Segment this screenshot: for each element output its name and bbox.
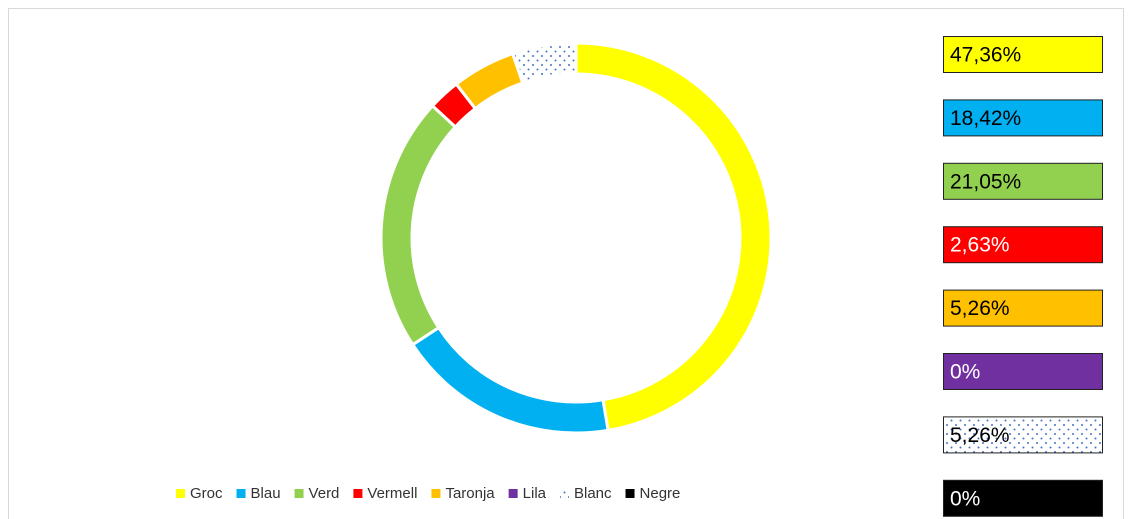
legend-swatch xyxy=(431,489,441,498)
legend-swatch xyxy=(625,489,635,498)
value-box xyxy=(943,226,1103,264)
legend-label: Groc xyxy=(190,485,223,502)
value-box xyxy=(943,479,1103,517)
legend-label: Lila xyxy=(523,485,547,502)
legend-swatch xyxy=(508,489,518,498)
legend-swatch xyxy=(560,489,569,498)
legend-label: Negre xyxy=(640,485,681,502)
legend-swatch xyxy=(294,489,304,498)
value-label: 47,36% xyxy=(950,44,1021,67)
legend-swatch xyxy=(176,489,185,498)
value-box xyxy=(943,162,1103,200)
value-label: 21,05% xyxy=(950,170,1021,193)
value-label: 5,26% xyxy=(950,297,1010,320)
legend-label: Vermell xyxy=(367,485,417,502)
value-box xyxy=(943,99,1103,137)
value-label: 5,26% xyxy=(950,424,1010,447)
value-label: 18,42% xyxy=(950,107,1021,130)
legend-swatch xyxy=(353,489,363,498)
value-label: 0% xyxy=(950,487,980,510)
value-box xyxy=(943,36,1103,73)
value-box xyxy=(943,289,1103,327)
value-box xyxy=(943,353,1103,390)
value-label: 2,63% xyxy=(950,234,1010,257)
legend-label: Verd xyxy=(309,485,340,502)
legend-label: Blanc xyxy=(574,485,612,502)
legend-label: Taronja xyxy=(445,485,495,502)
legend-label: Blau xyxy=(251,485,281,502)
value-label: 0% xyxy=(950,361,980,384)
value-box xyxy=(943,416,1103,454)
legend-swatch xyxy=(236,489,246,498)
